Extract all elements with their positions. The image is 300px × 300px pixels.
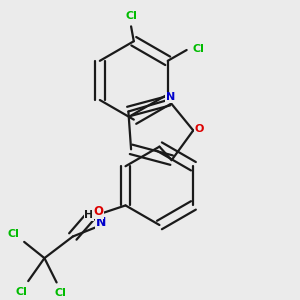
Text: O: O bbox=[194, 124, 204, 134]
Text: O: O bbox=[93, 205, 103, 218]
Text: Cl: Cl bbox=[8, 229, 19, 239]
Text: N: N bbox=[166, 92, 175, 102]
Text: Cl: Cl bbox=[55, 288, 67, 298]
Text: Cl: Cl bbox=[125, 11, 137, 21]
Text: Cl: Cl bbox=[16, 287, 27, 297]
Text: N: N bbox=[96, 217, 106, 230]
Text: H: H bbox=[84, 210, 94, 220]
Text: Cl: Cl bbox=[193, 44, 205, 54]
